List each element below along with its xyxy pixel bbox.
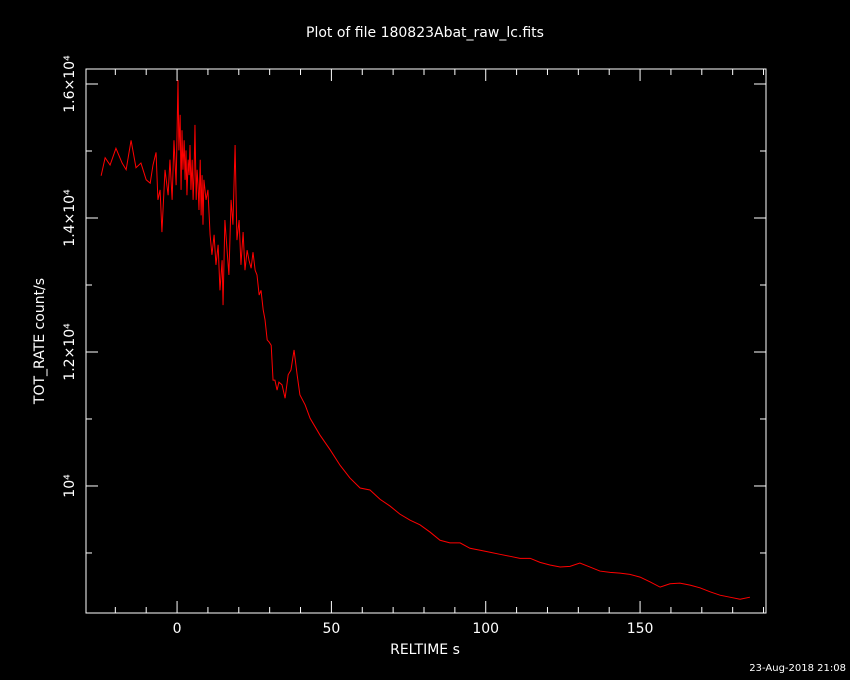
x-tick-label: 100 xyxy=(472,621,499,637)
y-tick-label: 1.6×10⁴ xyxy=(62,55,78,113)
x-tick-label: 50 xyxy=(322,621,340,637)
y-tick-label: 1.2×10⁴ xyxy=(62,323,78,381)
y-axis-label: TOT_RATE count/s xyxy=(32,278,48,405)
plot-frame xyxy=(85,68,767,614)
footer-timestamp: 23-Aug-2018 21:08 xyxy=(749,663,846,674)
data-line xyxy=(100,79,751,600)
y-tick-label: 10⁴ xyxy=(62,474,78,498)
x-axis-label: RELTIME s xyxy=(390,642,460,658)
chart-title: Plot of file 180823Abat_raw_lc.fits xyxy=(306,25,544,41)
y-tick-label: 1.4×10⁴ xyxy=(62,189,78,247)
x-tick-label: 150 xyxy=(627,621,654,637)
x-tick-label: 0 xyxy=(173,621,182,637)
